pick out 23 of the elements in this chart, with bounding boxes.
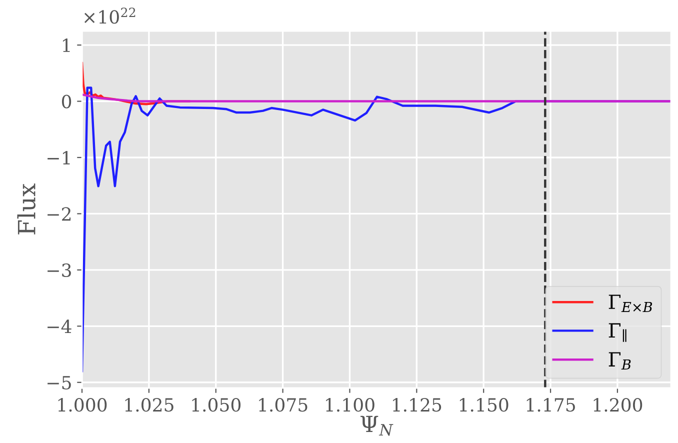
- x-tick-label: 1.150: [460, 398, 508, 412]
- legend-label: Γ$_{∥}$: [608, 323, 626, 342]
- y-tick-label: −5: [48, 376, 71, 390]
- line-series: [82, 93, 671, 102]
- x-axis-title: Ψ$_{N}$: [360, 416, 394, 436]
- text: ×10$^{22}$: [84, 8, 136, 24]
- x-tick-label: 1.125: [393, 398, 442, 412]
- y-tick-label: 1: [62, 38, 70, 52]
- x-tick-label: 1.050: [192, 398, 241, 412]
- y-tick-label: −3: [48, 263, 71, 278]
- x-tick-label: 1.025: [125, 398, 174, 412]
- x-tick-label: 1.175: [526, 398, 575, 412]
- x-tick-label: 1.075: [259, 398, 308, 412]
- y-tick-label: −2: [48, 207, 71, 221]
- y-tick-label: −1: [48, 150, 70, 164]
- x-tick-label: 1.200: [594, 398, 642, 412]
- y-axis-title: Flux: [17, 184, 36, 234]
- x-tick-label: 1.100: [326, 398, 374, 412]
- y-tick-label: 0: [62, 94, 72, 108]
- y-tick-label: −4: [48, 320, 72, 334]
- legend-label: Γ$_{E×B}$: [608, 294, 652, 312]
- legend-label: Γ$_{B}$: [608, 352, 631, 370]
- x-tick-label: 1.000: [58, 398, 107, 412]
